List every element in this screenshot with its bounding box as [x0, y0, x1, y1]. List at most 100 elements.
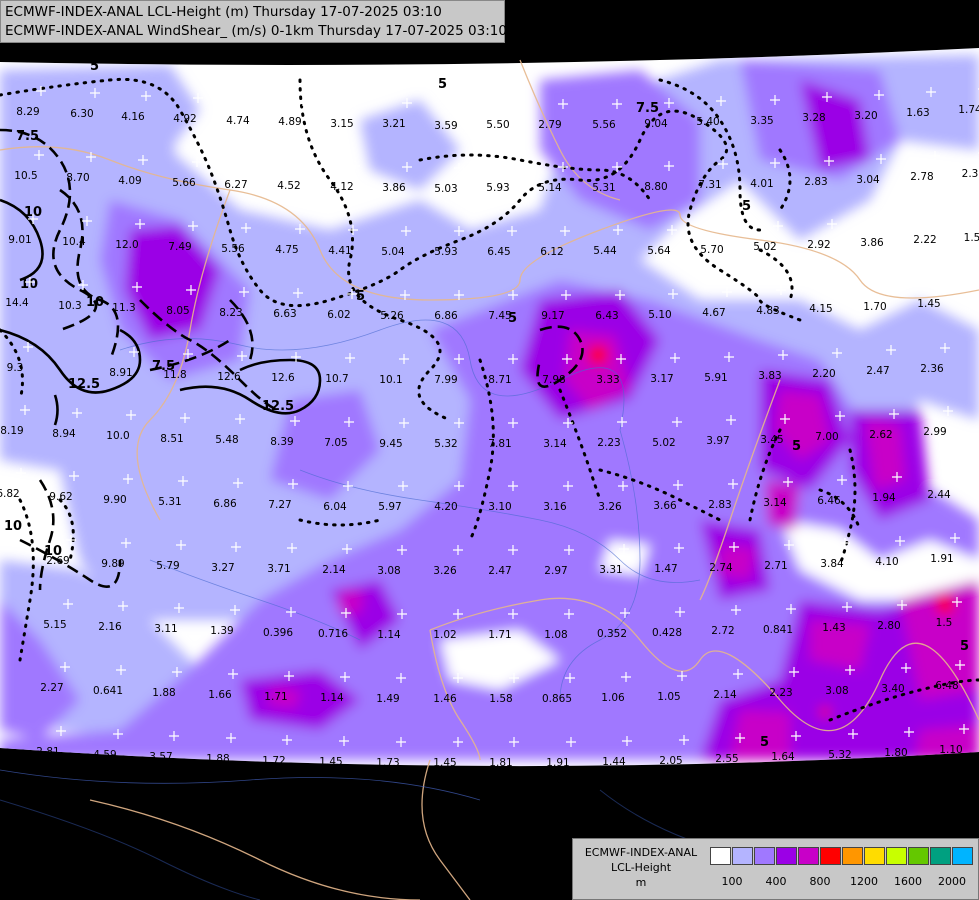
grid-marker [613, 225, 623, 235]
windshear-value: 8.51 [160, 433, 183, 445]
contour-label: 5 [508, 311, 517, 326]
windshear-value: 10.3 [58, 300, 81, 312]
grid-marker [735, 733, 745, 743]
windshear-value: 6.48 [935, 680, 958, 692]
contour-label: 10 [86, 295, 104, 310]
grid-marker [561, 290, 571, 300]
grid-marker [622, 736, 632, 746]
contour-label: 10 [44, 544, 62, 559]
grid-marker [508, 354, 518, 364]
windshear-value: 1.70 [863, 301, 886, 313]
grid-marker [399, 354, 409, 364]
windshear-value: 7.98 [542, 374, 565, 386]
grid-marker [617, 417, 627, 427]
grid-marker [192, 157, 202, 167]
windshear-contours [0, 77, 979, 722]
grid-marker [400, 290, 410, 300]
windshear-value: 1.91 [930, 553, 953, 565]
windshear-value: 2.62 [869, 429, 892, 441]
grid-marker [284, 671, 294, 681]
grid-marker [729, 542, 739, 552]
grid-marker [562, 354, 572, 364]
windshear-value: 1.73 [376, 757, 399, 769]
grid-marker [288, 479, 298, 489]
grid-marker [937, 278, 947, 288]
grid-marker [566, 737, 576, 747]
windshear-value: 1.39 [210, 625, 233, 637]
windshear-value: 3.40 [881, 683, 904, 695]
windshear-value: 5.44 [593, 245, 617, 257]
windshear-value: 6.82 [0, 488, 20, 500]
legend-swatch [886, 847, 907, 865]
grid-marker [943, 406, 953, 416]
grid-marker [454, 290, 464, 300]
windshear-value: 8.70 [66, 172, 89, 184]
grid-marker [506, 162, 516, 172]
windshear-value: 1.5 [964, 232, 979, 244]
windshear-value: 5.10 [648, 309, 671, 321]
windshear-value: 5.26 [380, 310, 404, 322]
windshear-value: 5.02 [753, 241, 776, 253]
windshear-value: 5.56 [221, 243, 245, 255]
grid-marker [845, 665, 855, 675]
grid-marker [848, 729, 858, 739]
windshear-value: 5.93 [434, 246, 457, 258]
windshear-value: 6.30 [70, 108, 93, 120]
windshear-value: 2.99 [923, 426, 946, 438]
grid-marker [664, 161, 674, 171]
contour-label: 5 [960, 639, 969, 654]
grid-marker [231, 542, 241, 552]
legend-swatch [864, 847, 885, 865]
grid-marker [904, 727, 914, 737]
windshear-value: 1.08 [544, 629, 567, 641]
windshear-value: 1.81 [489, 757, 512, 769]
windshear-value: 1.72 [262, 755, 285, 767]
windshear-value: 3.35 [750, 115, 773, 127]
grid-marker [842, 602, 852, 612]
contour-label: 5 [90, 59, 99, 74]
windshear-value: 1.02 [433, 629, 456, 641]
windshear-value: 2.14 [322, 564, 346, 576]
grid-marker [778, 350, 788, 360]
legend-swatch [710, 847, 731, 865]
windshear-value: 12.6 [271, 372, 295, 384]
grid-marker [789, 667, 799, 677]
grid-marker [560, 226, 570, 236]
legend-swatches [710, 847, 974, 865]
country-borders [0, 59, 979, 900]
grid-marker [618, 481, 628, 491]
windshear-value: 9.90 [103, 494, 126, 506]
windshear-value: 9.89 [101, 558, 124, 570]
grid-marker [129, 347, 139, 357]
windshear-value: 11.8 [163, 369, 186, 381]
legend-tick-label: 1200 [850, 875, 878, 888]
windshear-value: 2.16 [98, 621, 122, 633]
grid-marker [350, 98, 360, 108]
windshear-value: 9.17 [541, 310, 564, 322]
windshear-value: 4.75 [275, 244, 298, 256]
grid-marker [113, 729, 123, 739]
grid-marker [344, 417, 354, 427]
windshear-value: 9.3 [7, 362, 24, 374]
windshear-value: 14.4 [5, 297, 29, 309]
windshear-value: 3.83 [758, 370, 781, 382]
legend-unit: m [635, 876, 647, 889]
grid-marker [453, 673, 463, 683]
grid-marker [23, 342, 33, 352]
grid-marker [16, 468, 26, 478]
grid-marker [397, 545, 407, 555]
grid-marker [141, 91, 151, 101]
windshear-value: 1.94 [872, 492, 896, 504]
grid-marker [892, 472, 902, 482]
contour-label: 10 [4, 519, 22, 534]
legend-swatch [776, 847, 797, 865]
grid-marker [897, 600, 907, 610]
windshear-value: 1.44 [602, 756, 626, 768]
grid-marker [565, 673, 575, 683]
grid-marker [615, 290, 625, 300]
windshear-value: 3.14 [763, 497, 787, 509]
grid-marker [620, 608, 630, 618]
grid-marker [883, 281, 893, 291]
windshear-value: 1.47 [654, 563, 677, 575]
